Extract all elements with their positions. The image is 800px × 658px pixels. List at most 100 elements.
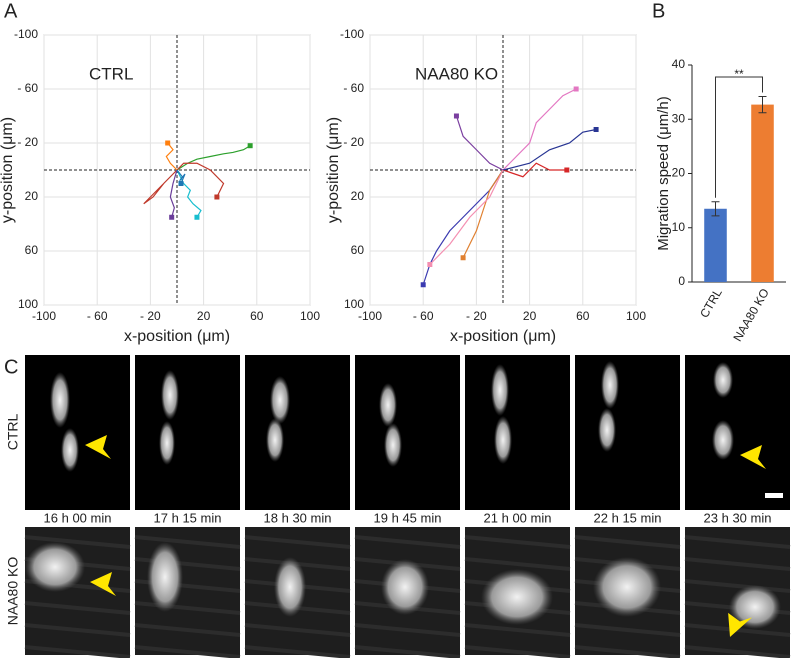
y-tick-label: - 20 bbox=[17, 135, 38, 149]
track-end bbox=[460, 255, 466, 261]
y-tick-label: 30 bbox=[672, 111, 686, 125]
cell bbox=[25, 542, 85, 592]
cell bbox=[270, 376, 290, 424]
y-tick-label: 100 bbox=[344, 297, 364, 311]
x-tick-label: 20 bbox=[197, 309, 211, 323]
track-end bbox=[247, 143, 253, 149]
track-end bbox=[427, 262, 433, 267]
image-frame bbox=[25, 355, 130, 510]
time-label: 17 h 15 min bbox=[154, 510, 222, 525]
x-tick-label: 100 bbox=[300, 309, 320, 323]
track-end bbox=[453, 113, 459, 119]
arrow bbox=[85, 435, 111, 459]
image-texture bbox=[24, 645, 131, 658]
arrow bbox=[728, 612, 753, 637]
cell bbox=[50, 372, 70, 428]
x-tick-label: NAA80 KO bbox=[730, 286, 771, 344]
image-frame bbox=[465, 355, 570, 510]
cell bbox=[713, 362, 733, 398]
cell bbox=[601, 361, 619, 409]
time-label: 22 h 15 min bbox=[594, 510, 662, 525]
image-texture bbox=[354, 535, 461, 549]
track bbox=[429, 169, 504, 265]
x-tick-label: 60 bbox=[576, 309, 590, 323]
x-tick-label: 100 bbox=[626, 309, 646, 323]
track bbox=[169, 169, 178, 218]
x-tick-label: 20 bbox=[523, 309, 537, 323]
image-frame bbox=[575, 355, 680, 510]
y-tick-label: 60 bbox=[351, 243, 365, 257]
cell bbox=[161, 370, 179, 420]
track bbox=[502, 88, 577, 171]
y-tick-label: -100 bbox=[14, 27, 38, 41]
plot-annotation: NAA80 KO bbox=[415, 64, 498, 83]
track bbox=[455, 115, 504, 171]
error-bar bbox=[758, 95, 767, 114]
image-texture bbox=[244, 535, 351, 549]
track bbox=[165, 142, 178, 171]
image-texture bbox=[574, 535, 681, 549]
track-end bbox=[573, 86, 579, 92]
y-tick-label: 60 bbox=[25, 243, 39, 257]
track-end bbox=[564, 167, 570, 173]
y-tick-label: -100 bbox=[340, 27, 364, 41]
image-texture bbox=[24, 601, 131, 615]
panel-label: A bbox=[4, 0, 18, 22]
time-label: 21 h 00 min bbox=[484, 510, 552, 525]
cell bbox=[159, 421, 175, 465]
bar bbox=[751, 104, 774, 282]
track bbox=[176, 169, 186, 184]
error-bar bbox=[711, 201, 720, 217]
y-axis-label: y-position (μm) bbox=[325, 117, 342, 223]
y-tick-label: - 60 bbox=[343, 81, 364, 95]
arrow bbox=[740, 445, 766, 469]
image-texture bbox=[464, 623, 571, 637]
track bbox=[143, 162, 225, 205]
x-tick-label: - 20 bbox=[140, 309, 161, 323]
time-label: 16 h 00 min bbox=[44, 510, 112, 525]
image-texture bbox=[134, 645, 241, 658]
arrow bbox=[90, 572, 116, 596]
significance-label: ** bbox=[734, 67, 744, 81]
image-frame bbox=[135, 355, 240, 510]
row-label: NAA80 KO bbox=[5, 557, 21, 626]
image-texture bbox=[134, 601, 241, 615]
image-frame bbox=[355, 355, 460, 510]
y-tick-label: 20 bbox=[351, 189, 365, 203]
x-tick-label: - 60 bbox=[413, 309, 434, 323]
row-label: CTRL bbox=[5, 414, 21, 451]
track bbox=[462, 169, 504, 259]
y-tick-label: 20 bbox=[25, 189, 39, 203]
cell bbox=[712, 420, 734, 460]
cell bbox=[379, 383, 397, 427]
track bbox=[502, 128, 597, 171]
x-tick-label: 60 bbox=[250, 309, 264, 323]
time-label: 19 h 45 min bbox=[374, 510, 442, 525]
x-axis-label: x-position (μm) bbox=[450, 328, 556, 345]
track bbox=[502, 162, 567, 178]
cell bbox=[494, 416, 512, 464]
image-texture bbox=[134, 535, 241, 549]
time-label: 23 h 30 min bbox=[704, 510, 772, 525]
image-texture bbox=[464, 645, 571, 658]
cell bbox=[598, 408, 616, 452]
cell bbox=[61, 428, 79, 472]
image-texture bbox=[574, 645, 681, 658]
cell bbox=[729, 585, 781, 629]
track-end bbox=[214, 194, 220, 200]
track-end bbox=[165, 140, 171, 146]
x-tick-label: -100 bbox=[358, 309, 382, 323]
y-tick-label: 0 bbox=[678, 274, 685, 288]
image-texture bbox=[684, 557, 791, 571]
image-texture bbox=[24, 623, 131, 637]
track-end bbox=[169, 214, 175, 220]
scale-bar bbox=[765, 493, 783, 498]
image-texture bbox=[244, 623, 351, 637]
image-texture bbox=[24, 535, 131, 549]
panel-label: B bbox=[652, 0, 665, 22]
x-tick-label: - 60 bbox=[87, 309, 108, 323]
x-axis-label: x-position (μm) bbox=[124, 328, 230, 345]
track bbox=[176, 169, 202, 218]
y-tick-label: - 20 bbox=[343, 135, 364, 149]
